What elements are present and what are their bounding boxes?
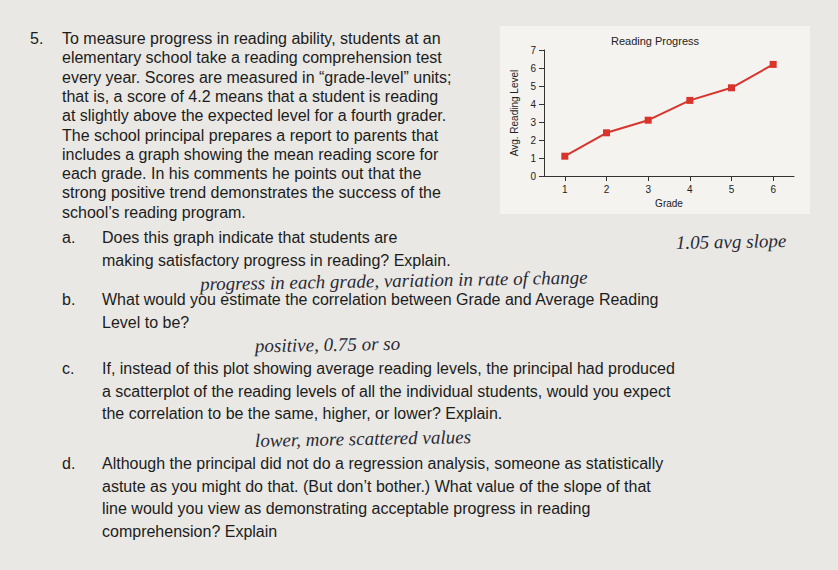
html-text:comprehension? Explain: comprehension? Explain	[102, 522, 278, 540]
svg-text:5: 5	[530, 81, 536, 92]
html-text:at slightly above the expected: at slightly above the expected level for…	[62, 107, 447, 125]
html-text:line would you view as demonst: line would you view as demonstrating acc…	[102, 500, 591, 517]
html-text:positive, 0.75 or so: positive, 0.75 or so	[254, 332, 401, 357]
svg-text:7: 7	[530, 45, 536, 56]
html-text:The school principal prepares: The school principal prepares a report t…	[62, 126, 439, 144]
svg-text:Reading Progress: Reading Progress	[611, 35, 700, 47]
svg-text:Avg. Reading Level: Avg. Reading Level	[509, 70, 520, 157]
html-text:the correlation to be the same: the correlation to be the same, higher, …	[102, 405, 503, 422]
html-text:1.05 avg slope: 1.05 avg slope	[675, 230, 787, 253]
html-text:lower, more scattered values: lower, more scattered values	[254, 426, 472, 451]
svg-text:3: 3	[530, 117, 536, 128]
html-text:every year. Scores are measure: every year. Scores are measured in “grad…	[62, 68, 452, 86]
html-text:c.: c.	[62, 360, 75, 377]
svg-text:4: 4	[530, 99, 536, 110]
html-text:strong positive trend demonstr: strong positive trend demonstrates the s…	[62, 184, 441, 202]
html-text:astute as you might do that. (: astute as you might do that. (But don’t …	[102, 477, 651, 495]
html-text:a scatterplot of the reading l: a scatterplot of the reading levels of a…	[102, 382, 671, 400]
svg-text:4: 4	[687, 184, 693, 195]
svg-text:0: 0	[530, 171, 536, 182]
html-text:5.: 5.	[30, 30, 44, 47]
html-text:Does this graph indicate that: Does this graph indicate that students a…	[102, 229, 398, 246]
html-text:b.: b.	[62, 291, 76, 308]
html-text:school’s reading program.: school’s reading program.	[62, 203, 246, 221]
html-text:d.: d.	[62, 455, 76, 472]
html-text:Level to be?: Level to be?	[102, 313, 190, 331]
html-text:that is, a score of 4.2 means: that is, a score of 4.2 means that a stu…	[62, 87, 439, 105]
html-text:What would you estimate the co: What would you estimate the correlation …	[102, 291, 659, 308]
svg-text:6: 6	[770, 184, 776, 195]
html-text:To measure progress in reading: To measure progress in reading ability, …	[62, 30, 441, 47]
svg-text:2: 2	[604, 184, 610, 195]
html-text:elementary school take a readi: elementary school take a reading compreh…	[62, 49, 442, 67]
html-text:includes a graph showing the m: includes a graph showing the mean readin…	[62, 145, 439, 163]
html-text:progress in each grade, variat: progress in each grade, variation in rat…	[199, 266, 588, 295]
html-text:making satisfactory progress i: making satisfactory progress in reading?…	[102, 251, 451, 269]
svg-text:6: 6	[530, 63, 536, 74]
svg-text:1: 1	[530, 153, 536, 164]
html-text:If, instead of this plot showi: If, instead of this plot showing average…	[102, 360, 675, 377]
svg-text:Grade: Grade	[655, 198, 683, 209]
svg-text:5: 5	[729, 184, 735, 195]
html-text:a.: a.	[62, 229, 76, 246]
svg-text:1: 1	[562, 184, 568, 195]
svg-text:2: 2	[530, 135, 536, 146]
svg-text:3: 3	[645, 184, 651, 195]
html-text:Although the principal did not: Although the principal did not do a regr…	[102, 455, 664, 472]
html-text:each grade. In his comments he: each grade. In his comments he points ou…	[62, 165, 422, 183]
